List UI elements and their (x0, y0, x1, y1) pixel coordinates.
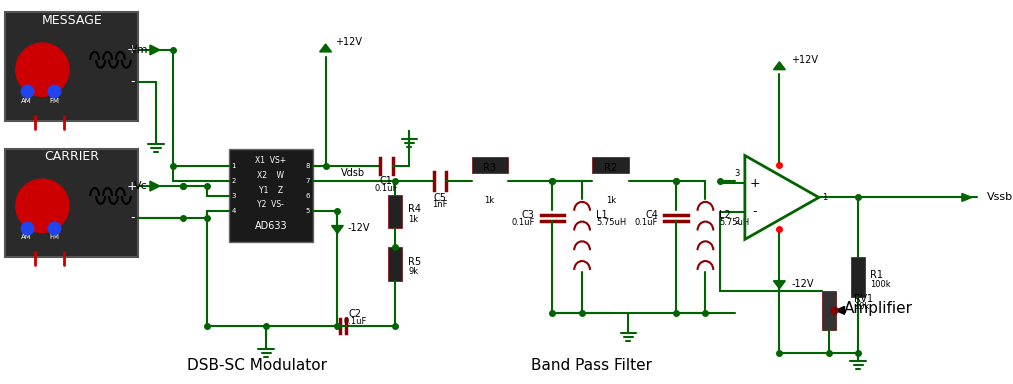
Text: 5: 5 (306, 208, 310, 214)
Text: RV1: RV1 (854, 293, 873, 303)
Text: -: - (130, 211, 135, 224)
Text: -: - (130, 75, 135, 88)
Text: 3: 3 (232, 193, 236, 199)
Circle shape (16, 43, 69, 96)
Text: 1k: 1k (606, 196, 616, 205)
Text: 0.1uF: 0.1uF (343, 317, 367, 326)
Text: AM: AM (21, 234, 32, 240)
Text: Y2  VS-: Y2 VS- (257, 200, 285, 209)
Polygon shape (150, 181, 160, 191)
Text: Vssb: Vssb (987, 192, 1013, 202)
Text: 2: 2 (734, 217, 739, 226)
Polygon shape (774, 281, 785, 289)
Text: 100k: 100k (870, 280, 890, 289)
Text: R1: R1 (870, 270, 883, 280)
Text: 6: 6 (306, 193, 310, 199)
Text: +: + (750, 177, 760, 190)
Circle shape (16, 179, 69, 232)
Text: -12V: -12V (791, 279, 813, 289)
Polygon shape (320, 44, 331, 52)
Bar (5, 12, 138, 121)
Text: -: - (753, 205, 757, 218)
Bar (388, 195, 401, 227)
Text: CARRIER: CARRIER (45, 150, 99, 163)
Text: AM: AM (21, 98, 32, 104)
Text: 0.1uF: 0.1uF (512, 218, 535, 227)
Text: Vc: Vc (135, 181, 148, 191)
Text: MESSAGE: MESSAGE (42, 14, 102, 27)
Text: 8: 8 (306, 163, 310, 169)
Bar (592, 157, 629, 173)
Text: Amplifier: Amplifier (844, 301, 913, 316)
Text: 3: 3 (734, 169, 739, 178)
Text: R3: R3 (483, 163, 495, 173)
Bar (852, 257, 865, 296)
Text: L2: L2 (719, 210, 731, 220)
Bar (388, 247, 401, 281)
Text: L1: L1 (596, 210, 608, 220)
Text: -12V: -12V (347, 222, 370, 233)
Text: 0.1uF: 0.1uF (635, 218, 658, 227)
Text: R4: R4 (408, 204, 421, 214)
Text: R5: R5 (408, 257, 421, 267)
Text: +12V: +12V (791, 55, 819, 65)
Text: 1: 1 (232, 163, 236, 169)
Polygon shape (836, 306, 845, 314)
Text: X2    W: X2 W (257, 171, 285, 180)
Text: C4: C4 (645, 210, 658, 220)
Text: C3: C3 (522, 210, 535, 220)
Text: Band Pass Filter: Band Pass Filter (532, 358, 652, 373)
Text: 1nF: 1nF (433, 200, 448, 209)
Text: C2: C2 (348, 310, 362, 319)
Bar (229, 149, 313, 242)
Text: R2: R2 (604, 163, 617, 173)
Text: +12V: +12V (335, 37, 363, 47)
Text: X1  VS+: X1 VS+ (255, 156, 287, 165)
Polygon shape (150, 45, 160, 55)
Text: Y1    Z: Y1 Z (258, 185, 283, 195)
Text: Vm: Vm (130, 45, 148, 55)
Text: 10k: 10k (854, 302, 870, 311)
Bar (5, 149, 138, 257)
Text: +: + (127, 180, 138, 193)
Text: 1k: 1k (484, 196, 494, 205)
Text: Vdsb: Vdsb (341, 168, 366, 178)
Polygon shape (774, 62, 785, 70)
Text: 7: 7 (306, 178, 310, 184)
Text: DSB-SC Modulator: DSB-SC Modulator (186, 358, 326, 373)
Text: 2: 2 (232, 178, 236, 184)
Text: C1: C1 (379, 176, 392, 186)
Text: +: + (127, 43, 138, 56)
Text: C5: C5 (434, 193, 447, 203)
Polygon shape (331, 225, 343, 233)
Text: 5.75uH: 5.75uH (719, 218, 750, 227)
Text: 9k: 9k (408, 267, 418, 276)
Text: 1: 1 (823, 193, 828, 202)
Text: FM: FM (50, 98, 60, 104)
Text: 5.75uH: 5.75uH (596, 218, 626, 227)
Text: AD633: AD633 (254, 220, 287, 230)
Text: 1k: 1k (408, 215, 418, 223)
Bar (472, 157, 509, 173)
Text: 0.1uF: 0.1uF (374, 184, 397, 192)
Bar (822, 291, 836, 330)
Text: 4: 4 (232, 208, 236, 214)
Text: FM: FM (50, 234, 60, 240)
Polygon shape (962, 194, 971, 201)
